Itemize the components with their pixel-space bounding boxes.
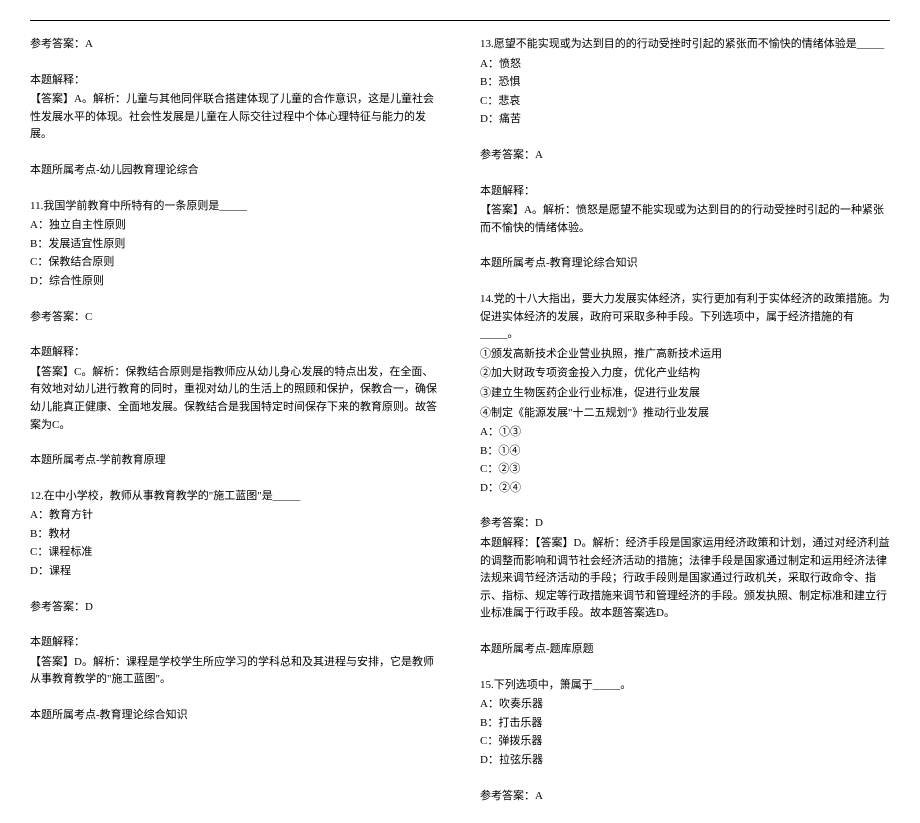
q11-answer-block: 参考答案：C (30, 309, 440, 327)
answer-label: 参考答案：A (480, 788, 890, 806)
q13-explanation-block: 本题解释： 【答案】A。解析：愤怒是愿望不能实现或为达到目的的行动受挫时引起的一… (480, 183, 890, 238)
item-1: ①颁发高新技术企业营业执照，推广高新技术运用 (480, 346, 890, 364)
answer-label: 参考答案：D (480, 515, 890, 533)
option-c: C：保教结合原则 (30, 254, 440, 272)
option-d: D：课程 (30, 563, 440, 581)
explanation-heading: 本题解释： (480, 183, 890, 201)
q10-explanation-block: 本题解释： 【答案】A。解析：儿童与其他同伴联合搭建体现了儿童的合作意识，这是儿… (30, 72, 440, 144)
question-stem: 14.党的十八大指出，要大力发展实体经济，实行更加有利于实体经济的政策措施。为促… (480, 291, 890, 344)
q12-answer-block: 参考答案：D (30, 599, 440, 617)
answer-label: 参考答案：D (30, 599, 440, 617)
options: A：吹奏乐器 B：打击乐器 C：弹拨乐器 D：拉弦乐器 (480, 696, 890, 769)
option-a: A：吹奏乐器 (480, 696, 890, 714)
option-b: B：发展适宜性原则 (30, 236, 440, 254)
question-stem: 15.下列选项中，箫属于_____。 (480, 677, 890, 695)
right-column: 13.愿望不能实现或为达到目的的行动受挫时引起的紧张而不愉快的情绪体验是____… (480, 36, 890, 823)
option-b: B：①④ (480, 443, 890, 461)
question-stem: 12.在中小学校，教师从事教育教学的"施工蓝图"是_____ (30, 488, 440, 506)
q15-question-block: 15.下列选项中，箫属于_____。 A：吹奏乐器 B：打击乐器 C：弹拨乐器 … (480, 677, 890, 770)
options: A：教育方针 B：教材 C：课程标准 D：课程 (30, 507, 440, 580)
q13-topic: 本题所属考点-教育理论综合知识 (480, 255, 890, 273)
question-stem: 11.我国学前教育中所特有的一条原则是_____ (30, 198, 440, 216)
q14-question-block: 14.党的十八大指出，要大力发展实体经济，实行更加有利于实体经济的政策措施。为促… (480, 291, 890, 498)
q12-question-block: 12.在中小学校，教师从事教育教学的"施工蓝图"是_____ A：教育方针 B：… (30, 488, 440, 581)
question-stem: 13.愿望不能实现或为达到目的的行动受挫时引起的紧张而不愉快的情绪体验是____… (480, 36, 890, 54)
item-4: ④制定《能源发展"十二五规划"》推动行业发展 (480, 405, 890, 423)
q15-answer-block: 参考答案：A (480, 788, 890, 806)
topic-text: 本题所属考点-教育理论综合知识 (480, 255, 890, 273)
option-a: A：独立自主性原则 (30, 217, 440, 235)
option-c: C：悲哀 (480, 93, 890, 111)
option-d: D：拉弦乐器 (480, 752, 890, 770)
option-c: C：弹拨乐器 (480, 733, 890, 751)
item-3: ③建立生物医药企业行业标准，促进行业发展 (480, 385, 890, 403)
answer-label: 参考答案：C (30, 309, 440, 327)
explanation-heading: 本题解释： (30, 634, 440, 652)
left-column: 参考答案：A 本题解释： 【答案】A。解析：儿童与其他同伴联合搭建体现了儿童的合… (30, 36, 440, 823)
q10-answer-block: 参考答案：A (30, 36, 440, 54)
topic-text: 本题所属考点-题库原题 (480, 641, 890, 659)
option-c: C：②③ (480, 461, 890, 479)
option-d: D：综合性原则 (30, 273, 440, 291)
item-2: ②加大财政专项资金投入力度，优化产业结构 (480, 365, 890, 383)
option-b: B：恐惧 (480, 74, 890, 92)
q14-answer-block: 参考答案：D (480, 515, 890, 533)
options: A：独立自主性原则 B：发展适宜性原则 C：保教结合原则 D：综合性原则 (30, 217, 440, 290)
options: A：①③ B：①④ C：②③ D：②④ (480, 424, 890, 497)
q14-explanation-block: 本题解释：【答案】D。解析：经济手段是国家运用经济政策和计划，通过对经济利益的调… (480, 535, 890, 623)
q13-question-block: 13.愿望不能实现或为达到目的的行动受挫时引起的紧张而不愉快的情绪体验是____… (480, 36, 890, 129)
q12-explanation-block: 本题解释： 【答案】D。解析：课程是学校学生所应学习的学科总和及其进程与安排，它… (30, 634, 440, 689)
answer-label: 参考答案：A (480, 147, 890, 165)
option-b: B：教材 (30, 526, 440, 544)
topic-text: 本题所属考点-幼儿园教育理论综合 (30, 162, 440, 180)
explanation-text: 【答案】A。解析：儿童与其他同伴联合搭建体现了儿童的合作意识，这是儿童社会性发展… (30, 91, 440, 144)
q11-question-block: 11.我国学前教育中所特有的一条原则是_____ A：独立自主性原则 B：发展适… (30, 198, 440, 291)
q10-topic: 本题所属考点-幼儿园教育理论综合 (30, 162, 440, 180)
q12-topic: 本题所属考点-教育理论综合知识 (30, 707, 440, 725)
option-b: B：打击乐器 (480, 715, 890, 733)
option-a: A：愤怒 (480, 56, 890, 74)
answer-label: 参考答案：A (30, 36, 440, 54)
option-d: D：痛苦 (480, 111, 890, 129)
q13-answer-block: 参考答案：A (480, 147, 890, 165)
explanation-heading: 本题解释： (30, 344, 440, 362)
explanation-heading: 本题解释： (30, 72, 440, 90)
option-c: C：课程标准 (30, 544, 440, 562)
explanation-text: 【答案】A。解析：愤怒是愿望不能实现或为达到目的的行动受挫时引起的一种紧张而不愉… (480, 202, 890, 237)
option-a: A：教育方针 (30, 507, 440, 525)
q11-explanation-block: 本题解释： 【答案】C。解析：保教结合原则是指教师应从幼儿身心发展的特点出发，在… (30, 344, 440, 434)
explanation-text: 【答案】D。解析：课程是学校学生所应学习的学科总和及其进程与安排，它是教师从事教… (30, 654, 440, 689)
topic-text: 本题所属考点-教育理论综合知识 (30, 707, 440, 725)
q11-topic: 本题所属考点-学前教育原理 (30, 452, 440, 470)
options: A：愤怒 B：恐惧 C：悲哀 D：痛苦 (480, 56, 890, 129)
q14-topic: 本题所属考点-题库原题 (480, 641, 890, 659)
option-d: D：②④ (480, 480, 890, 498)
topic-text: 本题所属考点-学前教育原理 (30, 452, 440, 470)
explanation-text: 【答案】C。解析：保教结合原则是指教师应从幼儿身心发展的特点出发，在全面、有效地… (30, 364, 440, 434)
option-a: A：①③ (480, 424, 890, 442)
explanation-text: 本题解释：【答案】D。解析：经济手段是国家运用经济政策和计划，通过对经济利益的调… (480, 535, 890, 623)
